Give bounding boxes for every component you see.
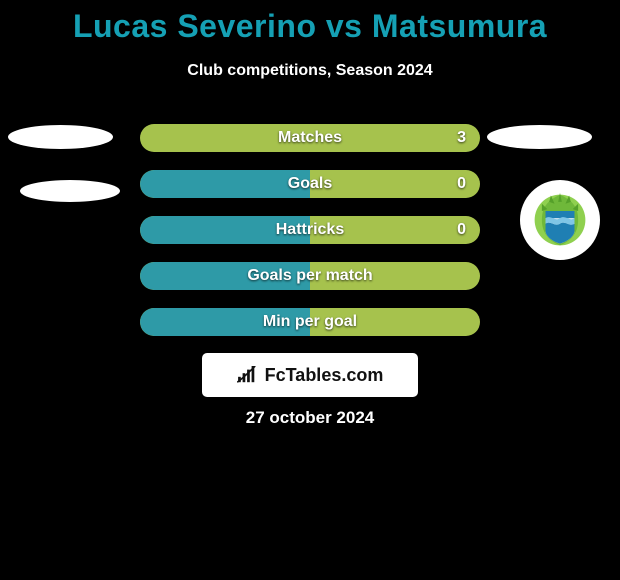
comparison-card: Lucas Severino vs Matsumura Club competi… xyxy=(0,0,620,580)
page-subtitle: Club competitions, Season 2024 xyxy=(0,62,620,80)
stat-bar-min-per-goal: Min per goal xyxy=(140,308,480,336)
stat-bar-label: Min per goal xyxy=(140,308,480,336)
stat-bar-value-right: 0 xyxy=(457,216,466,244)
club-badge xyxy=(520,180,600,260)
stat-bar-label: Hattricks xyxy=(140,216,480,244)
page-title: Lucas Severino vs Matsumura xyxy=(0,8,620,45)
stat-bar-goals: Goals 0 xyxy=(140,170,480,198)
stat-bar-hattricks: Hattricks 0 xyxy=(140,216,480,244)
stat-bar-label: Goals per match xyxy=(140,262,480,290)
left-player-placeholder-1 xyxy=(8,125,113,149)
stat-bar-value-right: 0 xyxy=(457,170,466,198)
stat-bar-value-right: 3 xyxy=(457,124,466,152)
stat-bar-label: Matches xyxy=(140,124,480,152)
brand-text: FcTables.com xyxy=(265,365,384,386)
stat-bar-matches: Matches 3 xyxy=(140,124,480,152)
brand-box: FcTables.com xyxy=(202,353,418,397)
date-line: 27 october 2024 xyxy=(0,408,620,428)
club-crest-icon xyxy=(531,191,589,249)
right-player-placeholder xyxy=(487,125,592,149)
stat-bars: Matches 3 Goals 0 Hattricks 0 Goals per … xyxy=(140,124,480,354)
stat-bar-goals-per-match: Goals per match xyxy=(140,262,480,290)
left-player-placeholder-2 xyxy=(20,180,120,202)
stat-bar-label: Goals xyxy=(140,170,480,198)
bar-chart-icon xyxy=(237,366,259,384)
